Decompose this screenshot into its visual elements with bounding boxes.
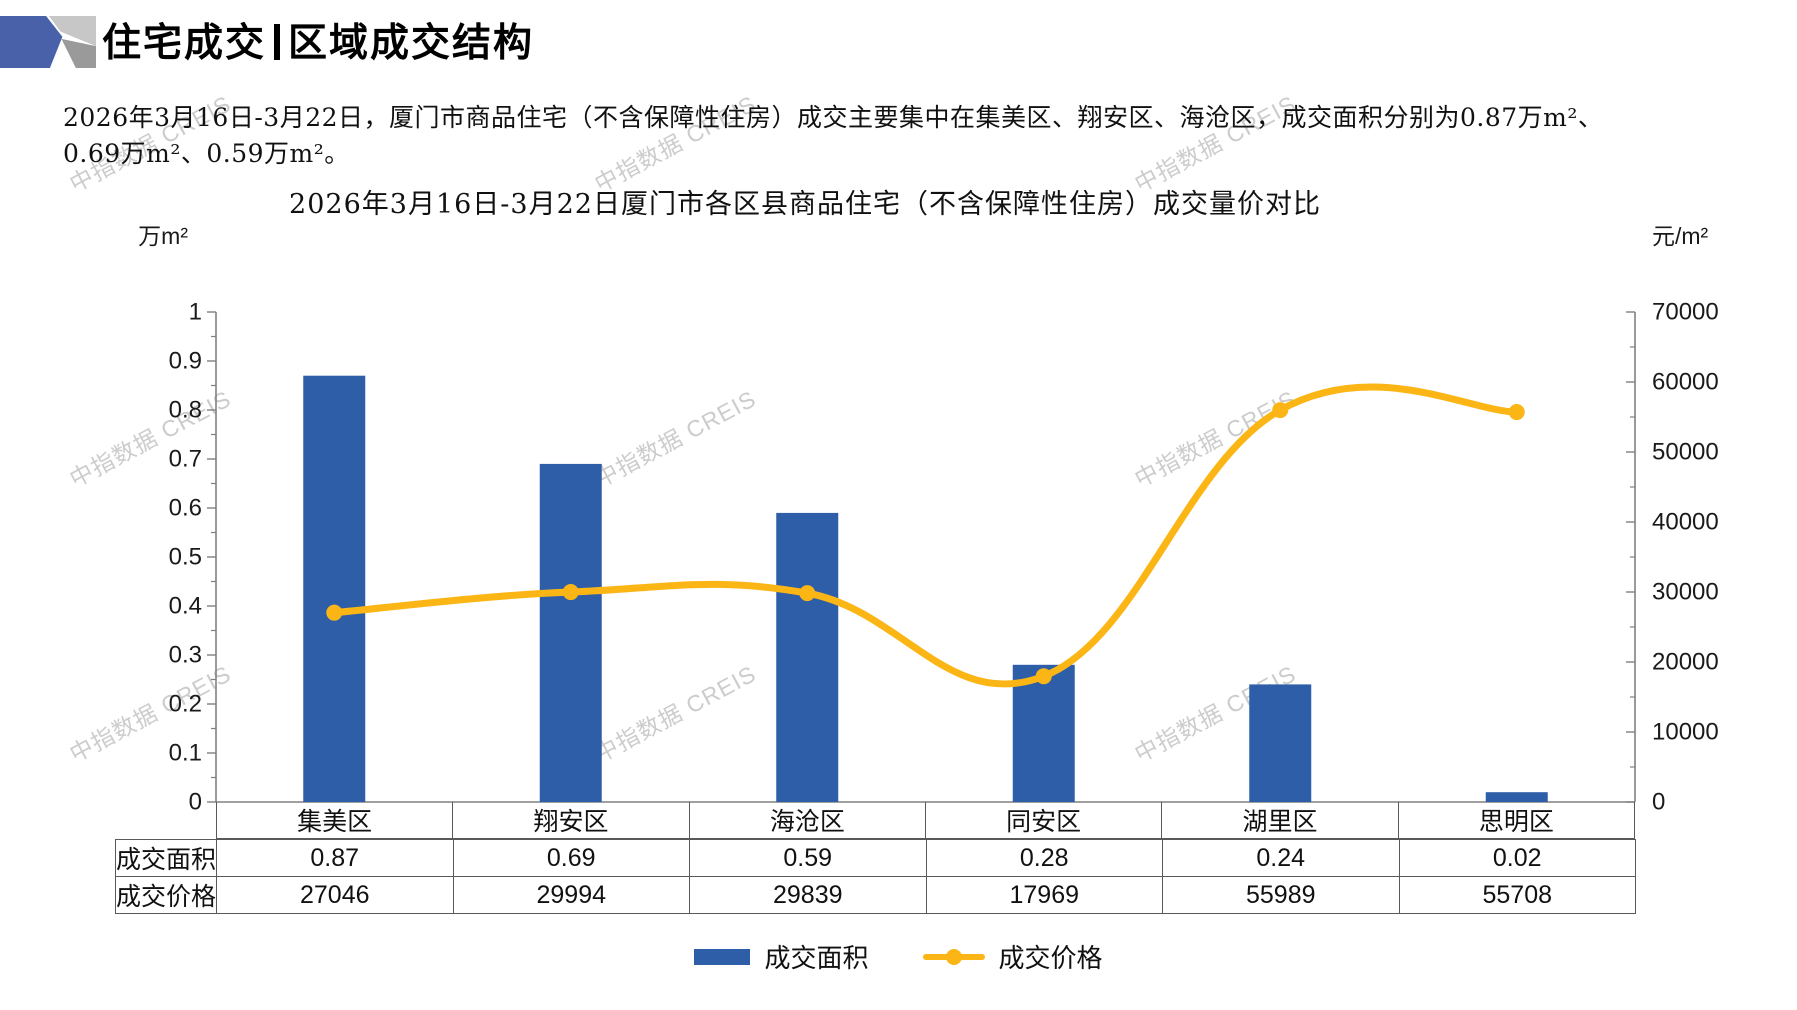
title-divider-bar: [274, 24, 281, 60]
legend-bar-swatch-icon: [694, 948, 751, 965]
summary-paragraph: 2026年3月16日-3月22日，厦门市商品住宅（不含保障性住房）成交主要集中在…: [63, 100, 1763, 172]
price-value-cell: 29839: [689, 876, 927, 914]
price-point-湖里区: [1272, 402, 1289, 419]
summary-line-2: 0.69万m²、0.59万m²。: [63, 139, 350, 168]
price-value-cell: 17969: [925, 876, 1163, 914]
creis-logo-icon: [0, 16, 96, 68]
legend-line-marker-icon: [922, 948, 985, 966]
left-axis-tick-label: 0.8: [169, 397, 202, 424]
left-axis-tick-label: 0.6: [169, 495, 202, 522]
category-cell: 翔安区: [452, 802, 690, 839]
area-value-cell: 0.02: [1398, 839, 1636, 877]
legend-label-area: 成交面积: [764, 944, 869, 974]
left-axis-unit-label: 万m²: [138, 223, 188, 249]
left-axis-tick-label: 0.5: [169, 544, 202, 571]
table-row-price: 成交价格 27046 29994 29839 17969 55989 55708: [115, 876, 1636, 914]
category-row: 集美区 翔安区 海沧区 同安区 湖里区 思明区: [215, 802, 1636, 839]
page-title-right: 区域成交结构: [288, 20, 535, 66]
area-value-cell: 0.24: [1162, 839, 1400, 877]
bar-集美区: [303, 375, 366, 802]
left-axis-tick-label: 0.9: [169, 348, 202, 375]
summary-line-1: 2026年3月16日-3月22日，厦门市商品住宅（不含保障性住房）成交主要集中在…: [63, 103, 1604, 132]
right-axis-tick-label: 50000: [1652, 439, 1719, 466]
right-axis-tick-label: 0: [1652, 789, 1665, 816]
price-value-cell: 27046: [216, 876, 454, 914]
left-axis-tick-label: 0.2: [169, 691, 202, 718]
right-axis-tick-label: 40000: [1652, 509, 1719, 536]
category-cell: 湖里区: [1161, 802, 1399, 839]
table-row: 集美区 翔安区 海沧区 同安区 湖里区 思明区: [215, 802, 1636, 839]
right-axis-tick-label: 10000: [1652, 719, 1719, 746]
left-axis-tick-label: 0: [189, 789, 202, 816]
row-header-area: 成交面积: [115, 839, 217, 877]
left-axis-tick-label: 0.7: [169, 446, 202, 473]
bar-同安区: [1012, 664, 1075, 802]
left-axis-tick-label: 1: [189, 299, 202, 326]
price-value-cell: 29994: [452, 876, 690, 914]
left-axis-tick-label: 0.1: [169, 740, 202, 767]
price-point-翔安区: [562, 584, 579, 601]
right-axis-tick-label: 60000: [1652, 369, 1719, 396]
left-axis-tick-label: 0.4: [169, 593, 202, 620]
chart-legend: 成交面积 成交价格: [0, 938, 1797, 975]
right-axis-tick-label: 70000: [1652, 299, 1719, 326]
logo-blue-shape: [0, 16, 63, 68]
price-point-同安区: [1035, 668, 1052, 685]
bar-湖里区: [1249, 684, 1312, 802]
area-value-cell: 0.87: [216, 839, 454, 877]
category-cell: 思明区: [1397, 802, 1636, 839]
page-title-left: 住宅成交: [102, 20, 267, 66]
right-axis-tick-label: 30000: [1652, 579, 1719, 606]
right-axis-tick-label: 20000: [1652, 649, 1719, 676]
price-line: [330, 383, 1521, 688]
price-value-cell: 55708: [1398, 876, 1636, 914]
price-point-思明区: [1508, 404, 1525, 421]
category-cell: 集美区: [215, 802, 454, 839]
legend-label-price: 成交价格: [998, 944, 1103, 974]
price-point-海沧区: [799, 585, 816, 602]
bar-思明区: [1485, 792, 1548, 802]
category-cell: 同安区: [924, 802, 1163, 839]
chart-title: 2026年3月16日-3月22日厦门市各区县商品住宅（不含保障性住房）成交量价对…: [289, 189, 1321, 220]
bar-翔安区: [539, 463, 602, 802]
table-row-area: 成交面积 0.87 0.69 0.59 0.28 0.24 0.02: [115, 839, 1636, 877]
area-value-cell: 0.28: [925, 839, 1163, 877]
right-axis-unit-label: 元/m²: [1652, 223, 1709, 249]
left-axis-tick-label: 0.3: [169, 642, 202, 669]
area-value-cell: 0.69: [452, 839, 690, 877]
bar-海沧区: [776, 512, 839, 802]
data-table: 成交面积 0.87 0.69 0.59 0.28 0.24 0.02 成交价格 …: [115, 839, 1636, 914]
area-value-cell: 0.59: [689, 839, 927, 877]
category-cell: 海沧区: [688, 802, 926, 839]
legend-dot: [945, 948, 962, 965]
price-value-cell: 55989: [1162, 876, 1400, 914]
row-header-price: 成交价格: [115, 876, 217, 914]
price-point-集美区: [326, 604, 343, 621]
page-title: 住宅成交 区域成交结构: [102, 12, 534, 68]
